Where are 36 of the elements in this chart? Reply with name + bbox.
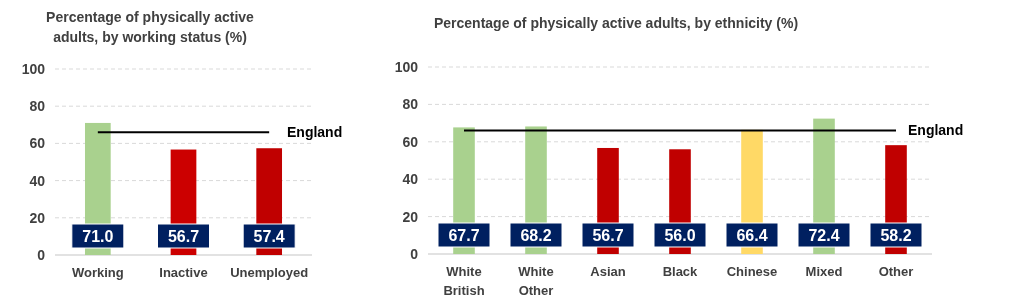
x-tick-label: Mixed (805, 264, 843, 279)
data-label: 56.7 (592, 227, 624, 244)
x-tick-label: Chinese (726, 264, 778, 279)
data-label: 58.2 (880, 227, 912, 244)
data-label: 66.4 (736, 227, 768, 244)
data-label: 57.4 (253, 228, 285, 245)
ref-line-label: England (287, 124, 343, 141)
chart-title: Percentage of physically active adults, by ethnicity (%) (433, 15, 799, 31)
y-tick-label: 0 (37, 246, 46, 263)
y-tick-label: 20 (29, 209, 46, 226)
data-label: 72.4 (808, 227, 840, 244)
x-tick-label: Black (662, 264, 699, 279)
x-tick-label: Asian (590, 264, 626, 279)
y-tick-label: 60 (402, 133, 419, 150)
y-tick-label: 20 (402, 208, 419, 225)
y-tick-label: 80 (402, 96, 419, 113)
data-label: 71.0 (82, 228, 114, 245)
y-tick-label: 80 (29, 98, 46, 115)
y-tick-label: 0 (410, 245, 419, 262)
data-label: 67.7 (448, 227, 480, 244)
x-tick-label: Other (878, 264, 914, 279)
y-tick-label: 60 (29, 135, 46, 152)
y-tick-label: 100 (21, 60, 46, 77)
x-tick-label: White Other (518, 264, 554, 298)
data-label: 56.0 (664, 227, 696, 244)
chart-title: Percentage of physically active adults, by working status (%) (46, 9, 255, 45)
x-tick-label: Inactive (159, 265, 208, 280)
y-tick-label: 40 (402, 171, 419, 188)
x-tick-label: White British (443, 264, 485, 298)
x-tick-label: Working (71, 265, 124, 280)
y-tick-label: 40 (29, 172, 46, 189)
y-tick-label: 100 (394, 58, 419, 75)
ref-line-label: England (908, 122, 964, 139)
data-label: 68.2 (520, 227, 552, 244)
data-label: 56.7 (167, 228, 200, 245)
x-tick-label: Unemployed (230, 265, 309, 280)
